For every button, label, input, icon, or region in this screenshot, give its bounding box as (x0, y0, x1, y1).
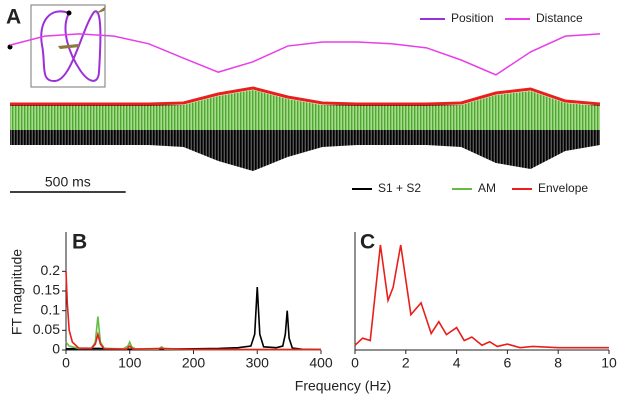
y-tick-label: 0.1 (41, 301, 61, 317)
x-tick-label: 4 (453, 355, 461, 371)
panel-label: C (360, 231, 375, 254)
y-tick-label: 0.05 (33, 321, 60, 337)
y-tick-label: 0.15 (33, 282, 60, 298)
x-axis-label: Frequency (Hz) (295, 378, 391, 394)
axes (65, 232, 321, 351)
legend-label: AM (478, 181, 496, 195)
spectrum-line (65, 271, 321, 351)
inset (30, 4, 106, 88)
y-tick-label: 0.2 (41, 262, 61, 278)
legend-label: Envelope (538, 181, 588, 195)
x-tick-label: 0 (62, 355, 70, 371)
scale-bar-label: 500 ms (45, 174, 91, 190)
fish (95, 6, 106, 14)
y-axis-label: FT magnitude (9, 249, 25, 335)
x-tick-label: 2 (402, 355, 410, 371)
distance-line (9, 33, 601, 76)
start-dot (7, 44, 13, 50)
envelope-line (10, 86, 601, 106)
start-dot (66, 10, 72, 16)
x-tick-label: 100 (118, 355, 142, 371)
x-tick-label: 10 (601, 355, 617, 371)
x-tick-label: 8 (554, 355, 562, 371)
x-tick-label: 0 (351, 355, 359, 371)
trajectory (40, 10, 102, 83)
panel-label: B (72, 231, 87, 254)
x-tick-label: 300 (246, 355, 270, 371)
axes (354, 232, 609, 351)
x-tick-label: 400 (309, 355, 333, 371)
y-tick-label: 0 (52, 341, 60, 357)
spectrum-line (354, 244, 609, 349)
panel-label: A (6, 6, 21, 29)
signal-area (10, 90, 600, 130)
x-tick-label: 6 (504, 355, 512, 371)
fish (58, 44, 80, 49)
x-tick-label: 200 (182, 355, 206, 371)
legend-label: Distance (536, 11, 583, 25)
legend-label: Position (451, 11, 494, 25)
spectrum-line (65, 287, 322, 351)
legend-label: S1 + S2 (378, 181, 421, 195)
